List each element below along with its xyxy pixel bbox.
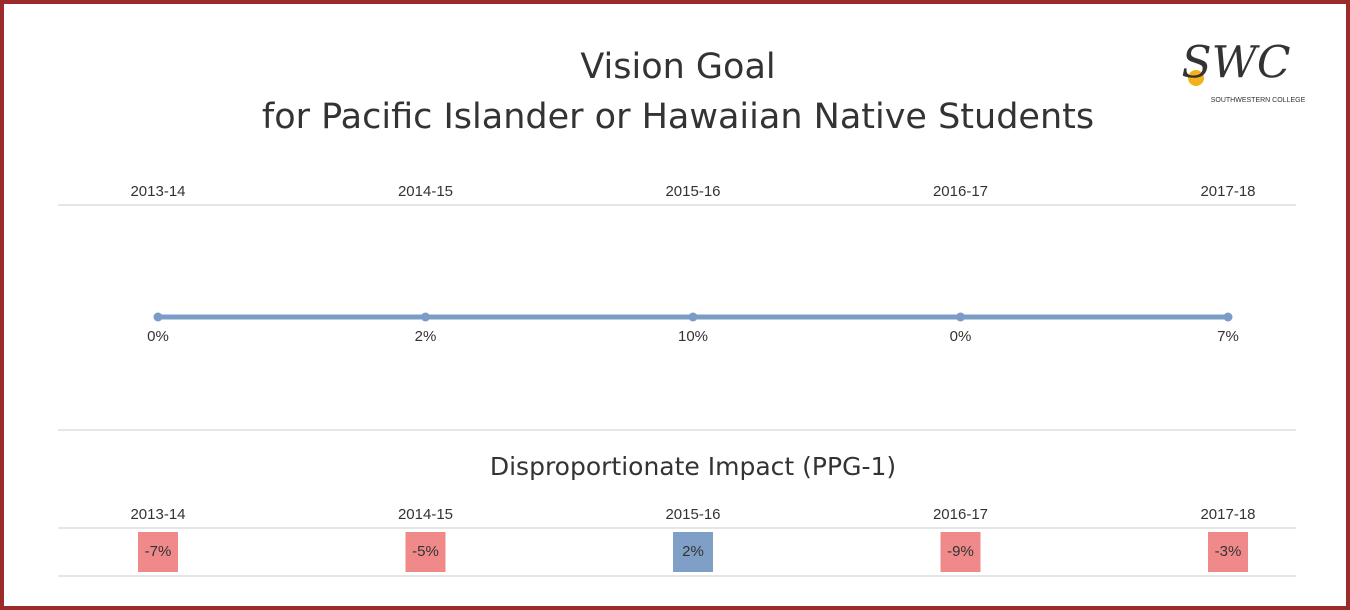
point: [153, 312, 163, 322]
cell: [940, 532, 981, 572]
data-label: 2%: [415, 328, 437, 345]
data-label: 7%: [1217, 328, 1239, 345]
data-label: -5%: [412, 543, 439, 560]
data-label: 0%: [950, 328, 972, 345]
subtitle: for Pacific Islander or Hawaiian Native …: [262, 97, 1094, 137]
x-tick-label: 2015-16: [665, 506, 720, 523]
x-tick-label: 2016-17: [933, 183, 988, 200]
x-tick-label: 2014-15: [398, 183, 453, 200]
section-title: Disproportionate Impact (PPG-1): [490, 452, 896, 481]
x-tick-label: 2015-16: [665, 183, 720, 200]
data-label: 2%: [682, 543, 704, 560]
logo-name: SOUTHWESTERN COLLEGE: [1211, 97, 1306, 104]
x-tick-label: 2013-14: [130, 506, 185, 523]
cell: [1208, 532, 1248, 572]
cell: [673, 532, 713, 572]
x-tick-label: 2013-14: [130, 183, 185, 200]
data-label: -7%: [145, 543, 172, 560]
point: [1223, 312, 1233, 322]
data-label: -9%: [947, 543, 974, 560]
cell: [138, 532, 178, 572]
point: [688, 312, 698, 322]
logo-sun: [1188, 70, 1204, 86]
point: [956, 312, 965, 322]
point: [421, 312, 430, 322]
data-label: -3%: [1215, 543, 1242, 560]
x-tick-label: 2017-18: [1200, 183, 1255, 200]
title: Vision Goal: [580, 47, 775, 87]
x-tick-label: 2017-18: [1200, 506, 1255, 523]
data-label: 0%: [147, 328, 169, 345]
cell: [405, 532, 446, 572]
x-tick-label: 2014-15: [398, 506, 453, 523]
logo-mark: SWC: [1181, 38, 1290, 89]
x-tick-label: 2016-17: [933, 506, 988, 523]
data-label: 10%: [678, 328, 708, 345]
logo: SWC SOUTHWESTERN COLLEGE: [1181, 38, 1305, 104]
